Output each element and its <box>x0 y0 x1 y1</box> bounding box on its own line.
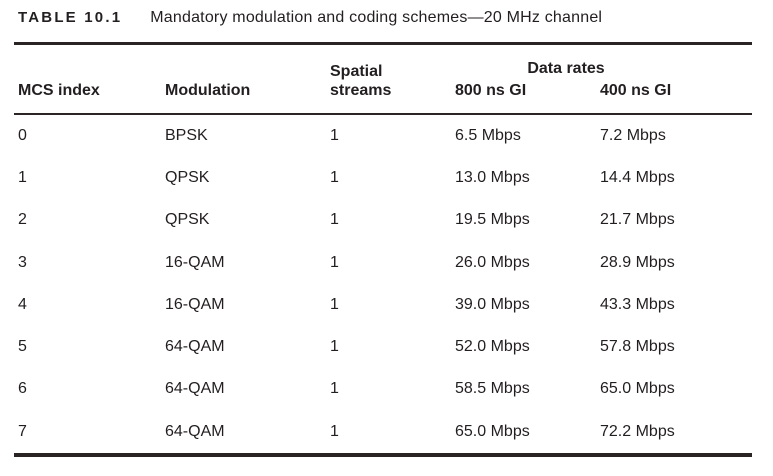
cell-spatial: 1 <box>330 126 339 144</box>
cell-spatial: 1 <box>330 338 339 356</box>
cell-modulation: 64-QAM <box>165 422 225 440</box>
cell-400ns-gi: 14.4 Mbps <box>600 169 675 187</box>
column-header-800ns-gi: 800 ns GI <box>455 82 527 99</box>
cell-mcs-index: 0 <box>18 126 27 144</box>
table-row: 7 64-QAM 1 65.0 Mbps 72.2 Mbps <box>14 411 752 453</box>
column-header-spatial-streams: Spatial streams <box>330 63 392 99</box>
cell-800ns-gi: 65.0 Mbps <box>455 422 530 440</box>
table-row: 3 16-QAM 1 26.0 Mbps 28.9 Mbps <box>14 242 752 284</box>
cell-mcs-index: 2 <box>18 211 27 229</box>
table-row: 4 16-QAM 1 39.0 Mbps 43.3 Mbps <box>14 284 752 326</box>
cell-400ns-gi: 57.8 Mbps <box>600 338 675 356</box>
column-header-400ns-gi: 400 ns GI <box>600 82 672 99</box>
table-bottom-rule <box>14 452 752 457</box>
cell-400ns-gi: 21.7 Mbps <box>600 211 675 229</box>
mcs-data-rate-table: Data rates MCS index Modulation Spatial … <box>14 42 752 457</box>
cell-800ns-gi: 13.0 Mbps <box>455 169 530 187</box>
cell-400ns-gi: 72.2 Mbps <box>600 422 675 440</box>
cell-800ns-gi: 6.5 Mbps <box>455 126 521 144</box>
cell-spatial: 1 <box>330 295 339 313</box>
cell-spatial: 1 <box>330 380 339 398</box>
cell-spatial: 1 <box>330 422 339 440</box>
column-header-mcs-index: MCS index <box>18 82 100 99</box>
cell-400ns-gi: 28.9 Mbps <box>600 253 675 271</box>
cell-400ns-gi: 7.2 Mbps <box>600 126 666 144</box>
table-row: 2 QPSK 1 19.5 Mbps 21.7 Mbps <box>14 199 752 241</box>
cell-spatial: 1 <box>330 211 339 229</box>
table-caption: TABLE 10.1 Mandatory modulation and codi… <box>18 9 602 27</box>
cell-800ns-gi: 52.0 Mbps <box>455 338 530 356</box>
cell-modulation: BPSK <box>165 126 208 144</box>
table-caption-label: TABLE 10.1 <box>18 9 123 26</box>
cell-400ns-gi: 65.0 Mbps <box>600 380 675 398</box>
table-row: 5 64-QAM 1 52.0 Mbps 57.8 Mbps <box>14 326 752 368</box>
cell-800ns-gi: 26.0 Mbps <box>455 253 530 271</box>
column-group-header-data-rates: Data rates <box>527 60 605 77</box>
table-top-rule <box>14 42 752 45</box>
cell-mcs-index: 6 <box>18 380 27 398</box>
cell-modulation: 16-QAM <box>165 295 225 313</box>
cell-mcs-index: 4 <box>18 295 27 313</box>
cell-400ns-gi: 43.3 Mbps <box>600 295 675 313</box>
cell-modulation: QPSK <box>165 211 210 229</box>
table-header-rule <box>14 112 752 115</box>
cell-mcs-index: 7 <box>18 422 27 440</box>
cell-modulation: 16-QAM <box>165 253 225 271</box>
cell-800ns-gi: 58.5 Mbps <box>455 380 530 398</box>
cell-800ns-gi: 39.0 Mbps <box>455 295 530 313</box>
cell-800ns-gi: 19.5 Mbps <box>455 211 530 229</box>
cell-mcs-index: 5 <box>18 338 27 356</box>
cell-modulation: 64-QAM <box>165 338 225 356</box>
table-caption-title: Mandatory modulation and coding schemes—… <box>150 9 603 26</box>
table-header-row: Data rates MCS index Modulation Spatial … <box>14 45 752 113</box>
table-row: 6 64-QAM 1 58.5 Mbps 65.0 Mbps <box>14 368 752 410</box>
cell-spatial: 1 <box>330 253 339 271</box>
cell-modulation: 64-QAM <box>165 380 225 398</box>
cell-modulation: QPSK <box>165 169 210 187</box>
cell-mcs-index: 1 <box>18 169 27 187</box>
table-row: 0 BPSK 1 6.5 Mbps 7.2 Mbps <box>14 115 752 157</box>
column-header-modulation: Modulation <box>165 82 251 99</box>
table-row: 1 QPSK 1 13.0 Mbps 14.4 Mbps <box>14 157 752 199</box>
cell-mcs-index: 3 <box>18 253 27 271</box>
cell-spatial: 1 <box>330 169 339 187</box>
table-body: 0 BPSK 1 6.5 Mbps 7.2 Mbps 1 QPSK 1 13.0… <box>14 115 752 453</box>
